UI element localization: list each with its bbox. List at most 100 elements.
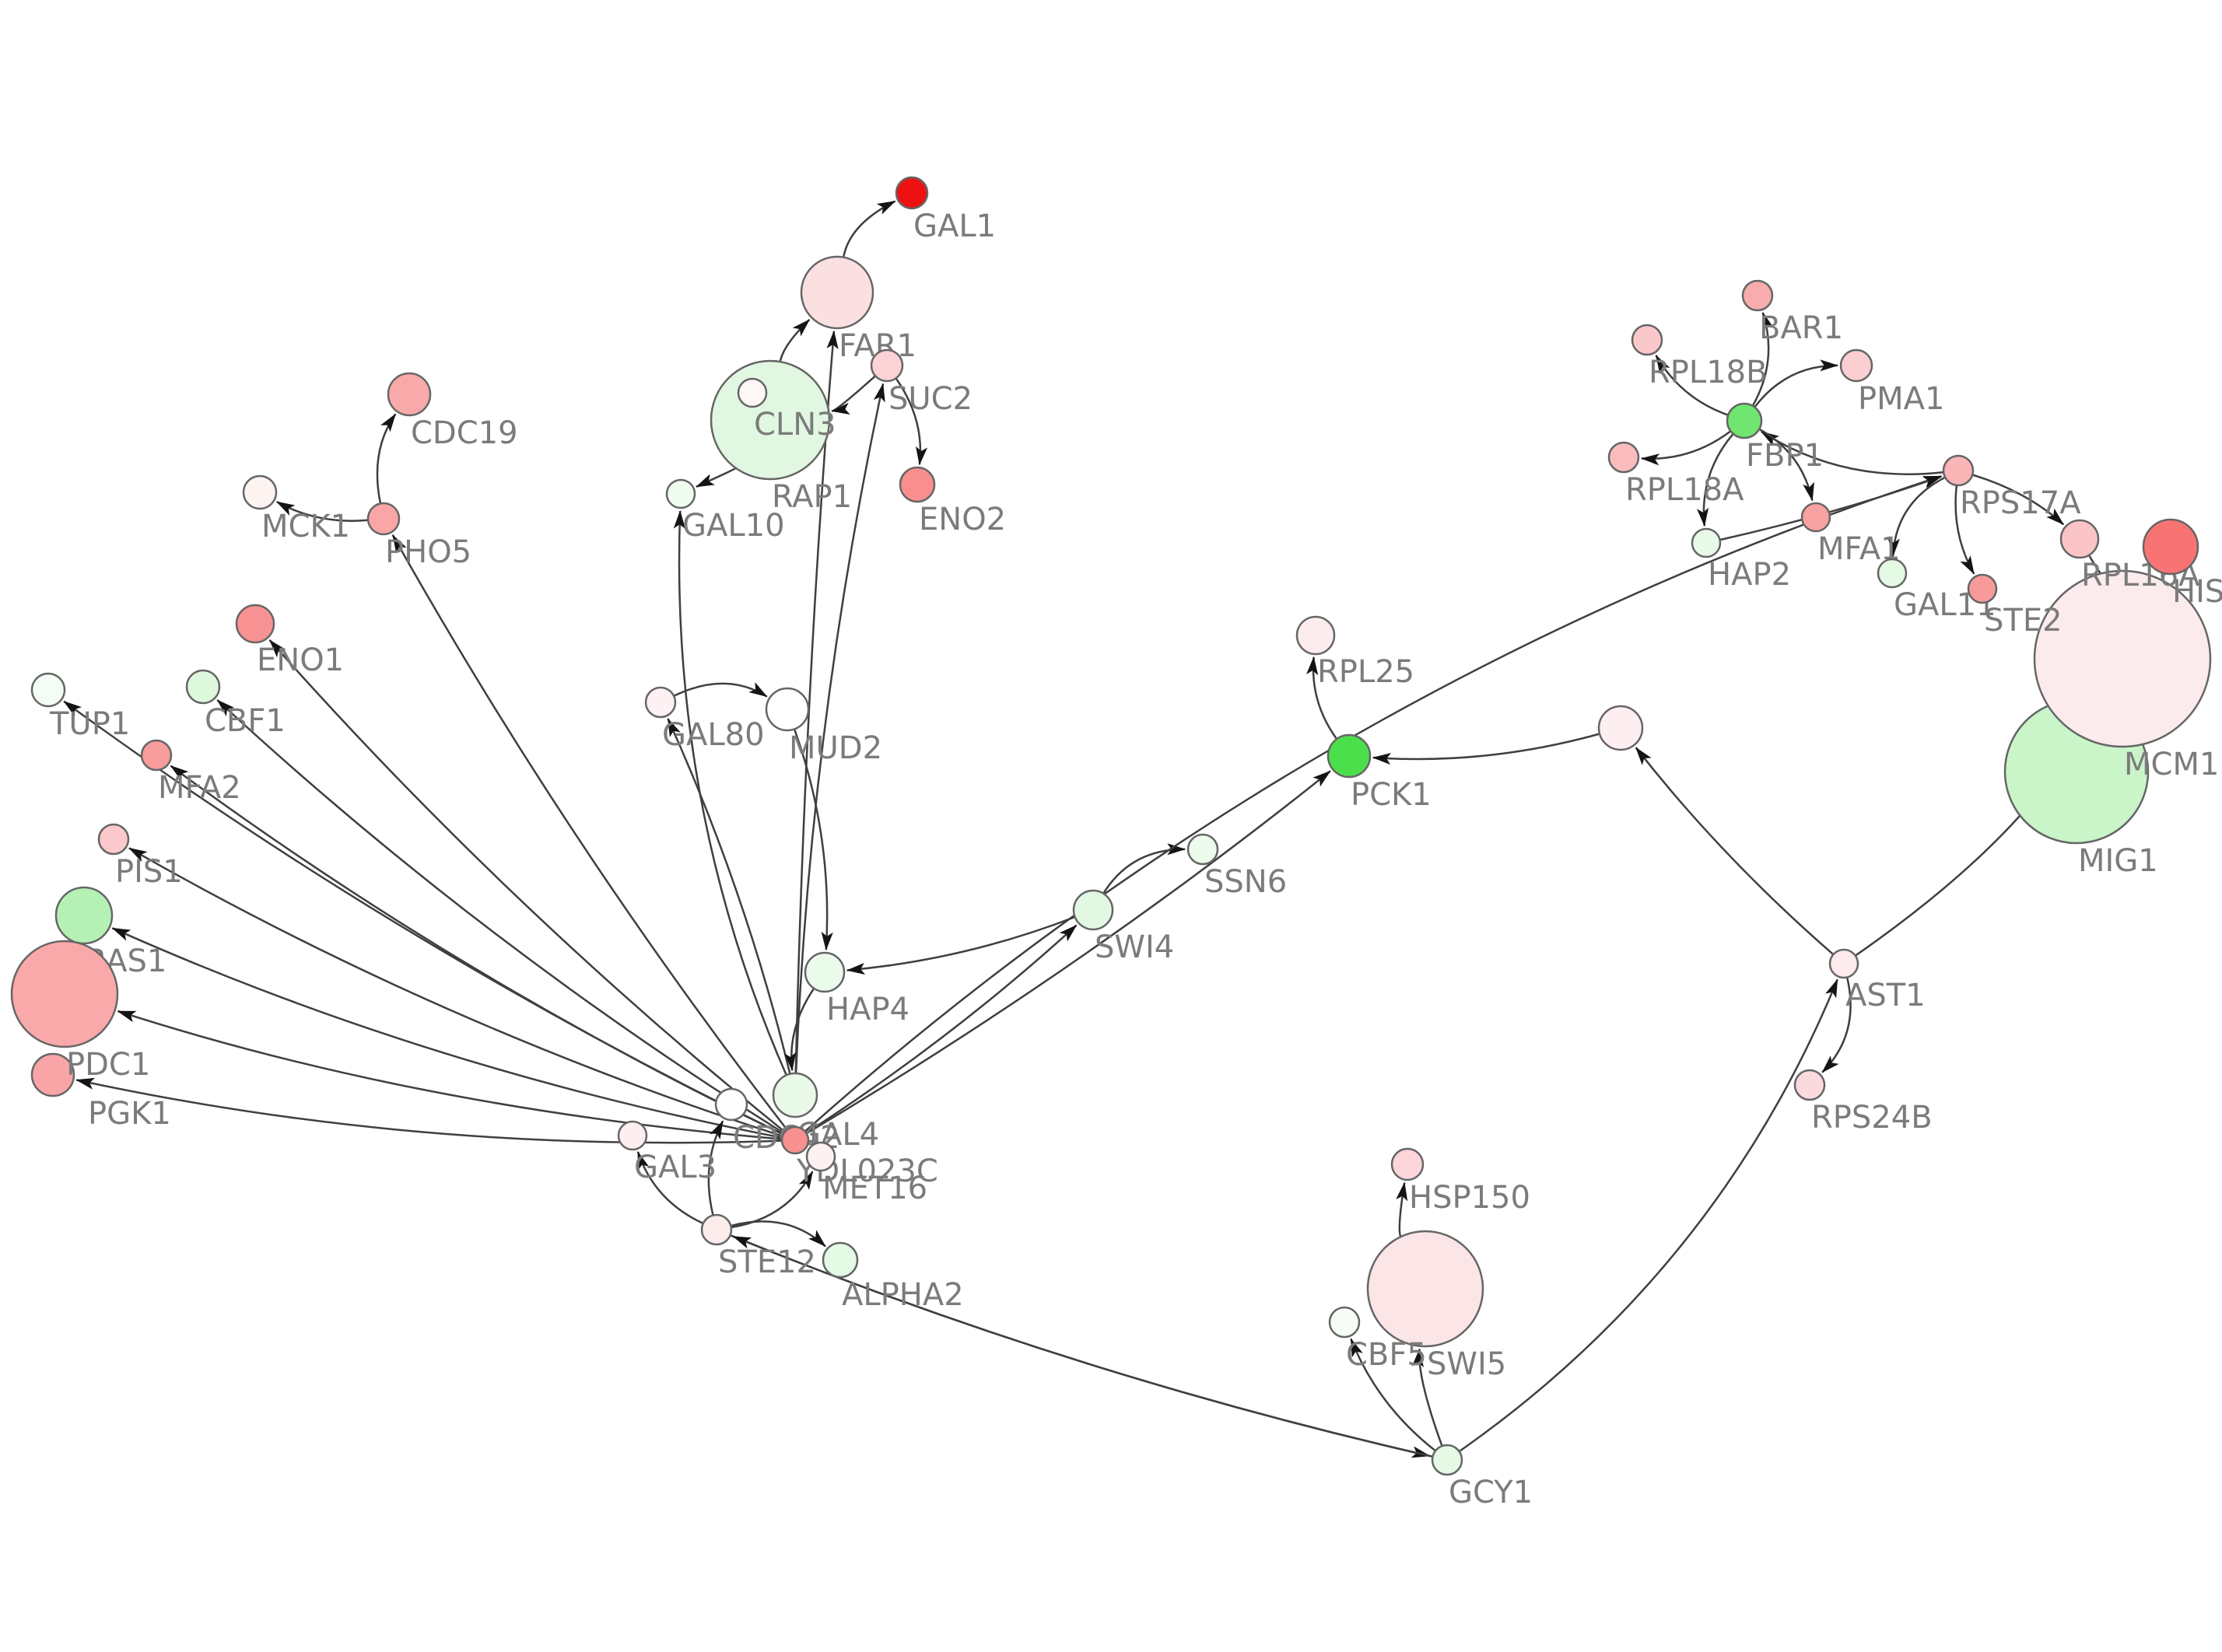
node-PCK1[interactable] [1327,733,1372,779]
edge-YDL023C-RAS1[interactable] [111,927,783,1139]
node-HIS4[interactable] [2142,518,2199,576]
edge-RPS17A-RPL16A[interactable] [1971,474,2065,526]
edge-GCY1-AST1[interactable] [1458,978,1838,1453]
node-PIS1[interactable] [97,823,130,856]
edge-RAP1-GAL10[interactable] [696,467,737,488]
node-CBF5[interactable] [1328,1306,1361,1339]
edge-YDL023C-PCK1[interactable] [805,770,1331,1135]
node-BAR1[interactable] [1741,279,1774,312]
node-RPS17A[interactable] [1942,454,1975,487]
edge-YDL023C-PIS1[interactable] [128,847,783,1137]
edge-RAP1-FAR1[interactable] [779,319,811,362]
node-SWI4[interactable] [1072,889,1114,931]
node-PHO5[interactable] [366,502,401,536]
node-HAP4[interactable] [804,951,846,993]
node-MCK1[interactable] [242,474,278,510]
node-CLN3[interactable] [737,377,768,408]
node-RPL18A[interactable] [1607,441,1640,474]
edge-PHO5-MCK1[interactable] [275,501,369,522]
node-RPL18B[interactable] [1631,324,1663,356]
edge-YDL023C-MFA2[interactable] [170,765,784,1136]
edge-YDL023C-PDC1[interactable] [117,1010,783,1140]
edge-FBP1-RPL18A[interactable] [1640,430,1732,466]
node-MUD2[interactable] [765,687,810,732]
node-GAL3[interactable] [617,1120,648,1151]
node-TUP1[interactable] [30,672,66,708]
node-SUC2[interactable] [870,348,904,383]
edge-AST1-NODE1[interactable] [1635,747,1835,956]
edge-SWI5-HSP150[interactable] [1396,1181,1408,1237]
node-GAL4[interactable] [772,1072,818,1118]
edge-FBP1-HAP2[interactable] [1696,432,1734,527]
node-STE12[interactable] [700,1213,733,1246]
node-ENO2[interactable] [899,466,936,503]
edge-FBP1-RPL18B[interactable] [1655,354,1729,416]
edge-FBP1-PMA1[interactable] [1754,359,1839,408]
node-RAP1[interactable] [710,359,831,481]
edge-FAR1-GAL1[interactable] [842,200,896,257]
node-PMA1[interactable] [1839,348,1873,383]
edge-FBP1-BAR1[interactable] [1751,311,1774,407]
node-PDC1[interactable] [10,940,119,1048]
node-SSN6[interactable] [1186,833,1219,866]
node-HAP2[interactable] [1691,527,1722,558]
node-AST1[interactable] [1828,948,1859,979]
node-MCM1[interactable] [2033,569,2212,748]
edge-PCK1-RPL25[interactable] [1306,656,1338,740]
node-RPS24B[interactable] [1793,1069,1826,1101]
node-YDL023C[interactable] [780,1125,810,1155]
node-RPL16A[interactable] [2059,519,2100,559]
edge-RPS17A-FBP1[interactable] [1760,430,1944,475]
node-STE2[interactable] [1967,573,1998,604]
node-FAR1[interactable] [800,255,874,330]
edge-RPS17A-STE2[interactable] [1954,485,1975,575]
edge-SUC2-RAP1[interactable] [831,375,876,415]
node-GAL11[interactable] [1877,558,1908,589]
edge-SUC2-ENO2[interactable] [895,377,928,466]
edge-YDL023C-SWI4[interactable] [805,924,1078,1134]
edge-GAL4-GAL10[interactable] [673,509,787,1076]
node-MET16[interactable] [805,1141,836,1172]
node-GCY1[interactable] [1431,1444,1463,1476]
edge-GAL4-SUC2[interactable] [794,383,885,1074]
edge-STE12-ALPHA2[interactable] [731,1220,826,1248]
edge-STE12-CDC42[interactable] [707,1120,724,1216]
node-GAL10[interactable] [665,478,696,509]
edge-GCY1-SWI5[interactable] [1411,1348,1443,1447]
node-ENO1[interactable] [235,604,275,644]
edge-MUD2-HAP4[interactable] [793,728,833,951]
edge-YDL023C-RPS17A[interactable] [804,475,1943,1132]
node-NODE1[interactable] [1597,705,1644,751]
node-ALPHA2[interactable] [822,1241,859,1279]
node-SWI5[interactable] [1366,1230,1484,1348]
edge-GAL80-MUD2[interactable] [673,682,768,698]
edge-GCY1-CBF5[interactable] [1350,1338,1436,1452]
node-RPL25[interactable] [1295,615,1336,656]
edge-FBP1-MFA1[interactable] [1758,428,1814,502]
edge-STE12-GAL3[interactable] [636,1150,704,1225]
edge-HAP2-RPS17A[interactable] [1719,475,1943,541]
node-HSP150[interactable] [1390,1147,1425,1181]
edge-STE12-MET16[interactable] [731,1171,814,1229]
edge-SWI4-SSN6[interactable] [1102,843,1186,894]
edge-YDL023C-PGK1[interactable] [75,1077,783,1144]
edge-PHO5-CDC19[interactable] [376,413,397,504]
edge-YDL023C-CBF1[interactable] [216,699,785,1135]
node-MFA1[interactable] [1800,502,1831,533]
node-CBF1[interactable] [185,669,221,705]
node-CDC42[interactable] [714,1087,748,1122]
node-MFA2[interactable] [140,739,173,772]
node-PGK1[interactable] [30,1052,75,1097]
edge-AST1-RPS24B[interactable] [1821,977,1852,1073]
node-GAL80[interactable] [644,686,677,719]
edge-NODE1-PCK1[interactable] [1372,733,1600,765]
node-GAL1[interactable] [895,176,929,210]
node-CDC19[interactable] [387,372,432,417]
edge-GAL4-GAL80[interactable] [667,718,791,1075]
edge-SWI4-HAP4[interactable] [846,915,1076,975]
edge-YDL023C-PHO5[interactable] [391,534,788,1131]
node-FBP1[interactable] [1726,402,1763,439]
edge-YDL023C-ENO1[interactable] [268,639,786,1133]
edge-RPS17A-GAL11[interactable] [1887,476,1946,558]
